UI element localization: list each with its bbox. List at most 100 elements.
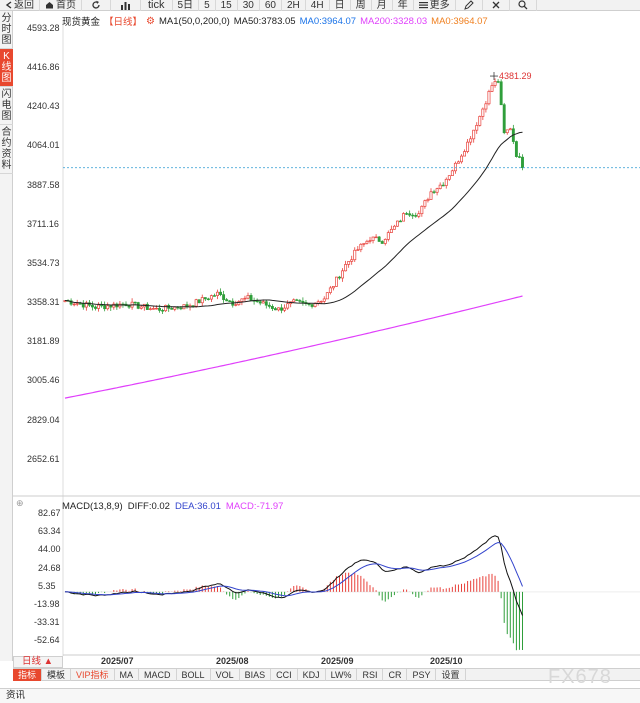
high-price-label: 4381.29 <box>499 71 532 81</box>
ma-tab[interactable]: MA <box>115 669 140 681</box>
price-tick-label: 4240.43 <box>27 101 60 111</box>
chart-legend: 现货黄金 【日线】 ⚙ MA1(50,0,200,0) MA50:3783.05… <box>62 14 488 28</box>
candle-body <box>332 286 334 288</box>
candle-body <box>207 299 209 300</box>
price-tick-label: 4064.01 <box>27 140 60 150</box>
candle-body <box>482 109 484 116</box>
settings-gear-icon[interactable]: ⚙ <box>146 16 155 27</box>
template-tab[interactable]: 模板 <box>42 669 71 681</box>
candle-body <box>448 176 450 180</box>
candle-body <box>375 237 377 238</box>
candle-body <box>384 239 386 243</box>
cci-tab[interactable]: CCI <box>271 669 298 681</box>
candle-body <box>162 310 164 311</box>
macd-value: MACD:-71.97 <box>226 501 284 512</box>
indicator-tab[interactable]: 指标 <box>13 669 42 681</box>
candle-body <box>402 214 404 222</box>
candle-body <box>357 250 359 251</box>
candle-body <box>94 307 96 308</box>
candle-body <box>320 301 322 302</box>
price-tick-label: 3358.31 <box>27 297 60 307</box>
candle-body <box>140 307 142 308</box>
candle-body <box>457 162 459 163</box>
price-tick-label: 2829.04 <box>27 415 60 425</box>
date-label: 2025/09 <box>321 656 354 666</box>
bias-tab[interactable]: BIAS <box>240 669 272 681</box>
candle-body <box>244 298 246 299</box>
candle-body <box>436 189 438 193</box>
candle-body <box>226 300 228 301</box>
candle-body <box>479 116 481 125</box>
candle-body <box>201 298 203 303</box>
candle-body <box>366 241 368 243</box>
candle-body <box>155 308 157 309</box>
candle-body <box>500 82 502 105</box>
candle-body <box>369 241 371 242</box>
status-bar: 资讯 <box>0 688 640 703</box>
vip-indicator-tab[interactable]: VIP指标 <box>71 669 115 681</box>
candle-body <box>506 130 508 133</box>
candle-body <box>427 199 429 200</box>
candle-body <box>497 82 499 83</box>
macd-tick-label: 44.00 <box>38 544 61 554</box>
candle-body <box>216 292 218 295</box>
date-label: 2025/08 <box>216 656 249 666</box>
candle-body <box>158 308 160 310</box>
candle-body <box>210 296 212 300</box>
candle-body <box>421 206 423 213</box>
candle-body <box>424 201 426 207</box>
candle-body <box>250 295 252 300</box>
candle-body <box>287 304 289 308</box>
candle-body <box>418 214 420 217</box>
candle-body <box>488 91 490 103</box>
candle-body <box>259 302 261 303</box>
candle-body <box>381 241 383 243</box>
macd-tab[interactable]: MACD <box>139 669 177 681</box>
candle-body <box>406 214 408 215</box>
candle-body <box>268 305 270 306</box>
boll-tab[interactable]: BOLL <box>177 669 211 681</box>
cr-tab[interactable]: CR <box>383 669 407 681</box>
settings-tab[interactable]: 设置 <box>436 669 465 681</box>
candle-body <box>473 130 475 139</box>
price-tick-label: 4593.28 <box>27 23 60 33</box>
candle-body <box>107 306 109 309</box>
candle-body <box>171 308 173 309</box>
candle-body <box>247 295 249 298</box>
macd-tick-label: 82.67 <box>38 508 61 518</box>
candle-body <box>296 300 298 301</box>
candle-body <box>293 300 295 302</box>
candle-body <box>302 301 304 302</box>
lw-tab[interactable]: LW% <box>326 669 358 681</box>
candle-body <box>79 303 81 304</box>
news-link[interactable]: 资讯 <box>6 690 25 701</box>
vol-tab[interactable]: VOL <box>211 669 240 681</box>
candle-body <box>326 293 328 299</box>
candle-body <box>265 302 267 306</box>
macd-diff: DIFF:0.02 <box>128 501 170 512</box>
candle-body <box>329 288 331 293</box>
candle-body <box>299 300 301 301</box>
ma50-line <box>65 132 523 307</box>
legend-ma1: MA1(50,0,200,0) <box>159 16 230 27</box>
period-selector-button[interactable]: 日线 ▲ <box>13 656 63 668</box>
date-label: 2025/07 <box>101 656 134 666</box>
legend-ma50: MA50:3783.05 <box>234 16 296 27</box>
candle-body <box>311 305 313 307</box>
price-tick-label: 4416.86 <box>27 62 60 72</box>
watermark: FX678 <box>548 666 612 689</box>
candle-body <box>341 271 343 278</box>
kline-chart[interactable]: ⊕ 4381.29 <box>0 0 640 668</box>
candle-body <box>470 139 472 142</box>
kdj-tab[interactable]: KDJ <box>298 669 326 681</box>
macd-pin-icon: ⊕ <box>16 498 24 508</box>
rsi-tab[interactable]: RSI <box>357 669 383 681</box>
candle-body <box>445 179 447 185</box>
candle-body <box>412 215 414 216</box>
candle-body <box>521 157 523 168</box>
candle-body <box>82 304 84 307</box>
candle-body <box>509 129 511 130</box>
psy-tab[interactable]: PSY <box>407 669 436 681</box>
price-tick-label: 3711.16 <box>27 219 59 229</box>
period-label: 【日线】 <box>104 14 142 28</box>
